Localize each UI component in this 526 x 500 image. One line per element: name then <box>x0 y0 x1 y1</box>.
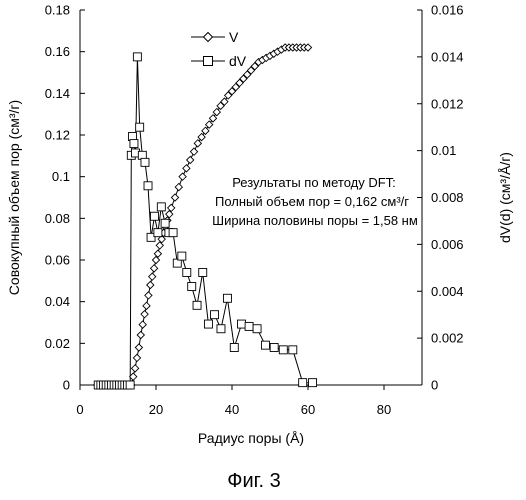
data-point-dV <box>183 269 191 277</box>
data-point-dV <box>270 344 278 352</box>
y-right-tick-label: 0 <box>431 378 438 393</box>
y-left-tick-label: 0.06 <box>45 253 70 268</box>
data-point-dV <box>211 311 219 319</box>
data-point-dV <box>130 140 138 148</box>
y-left-tick-label: 0.16 <box>45 44 70 59</box>
x-tick-label: 60 <box>301 402 315 417</box>
annotation-line-3: Ширина половины поры = 1,58 нм <box>212 213 418 228</box>
dft-annotation: Результаты по методу DFT: Полный объем п… <box>212 175 418 228</box>
data-point-V <box>141 311 148 318</box>
legend-marker-V <box>204 33 213 42</box>
data-point-V <box>209 115 216 122</box>
y-left-tick-label: 0.12 <box>45 128 70 143</box>
data-point-V <box>194 140 201 147</box>
data-point-dV <box>193 301 201 309</box>
data-point-V <box>149 273 156 280</box>
data-point-V <box>213 108 220 115</box>
data-point-dV <box>178 252 186 260</box>
data-point-dV <box>289 346 297 354</box>
y-right-tick-label: 0.01 <box>431 143 456 158</box>
y-left-tick-label: 0.14 <box>45 86 70 101</box>
data-point-V <box>166 211 173 218</box>
data-point-dV <box>253 325 261 333</box>
data-point-dV <box>309 379 317 387</box>
data-point-dV <box>245 322 253 330</box>
data-point-V <box>135 344 142 351</box>
y-left-tick-label: 0.08 <box>45 211 70 226</box>
y-right-axis-label: dV(d) (см³/Å/г) <box>497 152 513 243</box>
y-left-tick-label: 0 <box>63 378 70 393</box>
data-point-dV <box>133 53 141 61</box>
data-point-dV <box>136 123 144 131</box>
legend-marker-dV <box>204 57 213 66</box>
data-point-V <box>152 256 159 263</box>
y-left-tick-label: 0.02 <box>45 336 70 351</box>
data-point-V <box>190 148 197 155</box>
data-point-V <box>156 242 163 249</box>
annotation-line-2: Полный объем пор = 0,162 см³/г <box>215 194 409 209</box>
data-point-V <box>145 292 152 299</box>
data-point-dV <box>157 203 165 211</box>
data-point-V <box>168 204 175 211</box>
y-right-tick-label: 0.014 <box>431 49 464 64</box>
y-left-tick-label: 0.04 <box>45 294 70 309</box>
x-tick-label: 0 <box>76 402 83 417</box>
data-point-dV <box>279 346 287 354</box>
data-point-V <box>147 281 154 288</box>
legend-label-dV: dV <box>229 53 247 69</box>
data-point-V <box>171 194 178 201</box>
y-right-tick-label: 0.006 <box>431 237 464 252</box>
legend: V dV <box>191 29 247 69</box>
data-point-V <box>132 365 139 372</box>
y-left-axis-label: Совокупный объем пор (см³/г) <box>6 100 22 295</box>
data-point-dV <box>144 182 152 190</box>
data-point-dV <box>223 294 231 302</box>
figure-caption: Фиг. 3 <box>227 470 280 492</box>
y-left-tick-label: 0.18 <box>45 3 70 18</box>
data-point-V <box>198 133 205 140</box>
y-right-tick-label: 0.016 <box>431 3 464 18</box>
data-point-V <box>143 302 150 309</box>
data-point-V <box>151 265 158 272</box>
data-point-V <box>202 127 209 134</box>
data-point-V <box>137 331 144 338</box>
data-point-dV <box>161 219 169 227</box>
data-point-dV <box>199 269 207 277</box>
legend-label-V: V <box>229 29 239 45</box>
data-point-dV <box>154 229 162 237</box>
data-point-dV <box>238 320 246 328</box>
x-tick-label: 40 <box>225 402 239 417</box>
y-right-tick-label: 0.002 <box>431 331 464 346</box>
x-tick-label: 80 <box>377 402 391 417</box>
data-point-dV <box>299 379 307 387</box>
y-right-tick-label: 0.008 <box>431 190 464 205</box>
data-point-dV <box>217 325 225 333</box>
data-point-dV <box>169 229 177 237</box>
data-point-dV <box>204 320 212 328</box>
x-tick-label: 20 <box>149 402 163 417</box>
data-point-V <box>154 250 161 257</box>
data-point-V <box>133 354 140 361</box>
data-point-V <box>179 173 186 180</box>
data-point-dV <box>261 341 269 349</box>
data-point-dV <box>141 158 149 166</box>
y-right-tick-label: 0.004 <box>431 284 464 299</box>
data-point-V <box>175 183 182 190</box>
y-right-tick-label: 0.012 <box>431 96 464 111</box>
y-left-tick-label: 0.1 <box>52 169 70 184</box>
data-point-dV <box>230 344 238 352</box>
data-point-V <box>187 156 194 163</box>
data-point-dV <box>126 381 134 389</box>
data-point-dV <box>150 212 158 220</box>
data-point-V <box>183 165 190 172</box>
annotation-line-1: Результаты по методу DFT: <box>232 175 396 190</box>
data-point-V <box>139 321 146 328</box>
data-point-V <box>206 121 213 128</box>
x-axis-label: Радиус поры (Å) <box>198 430 304 446</box>
data-point-dV <box>188 283 196 291</box>
